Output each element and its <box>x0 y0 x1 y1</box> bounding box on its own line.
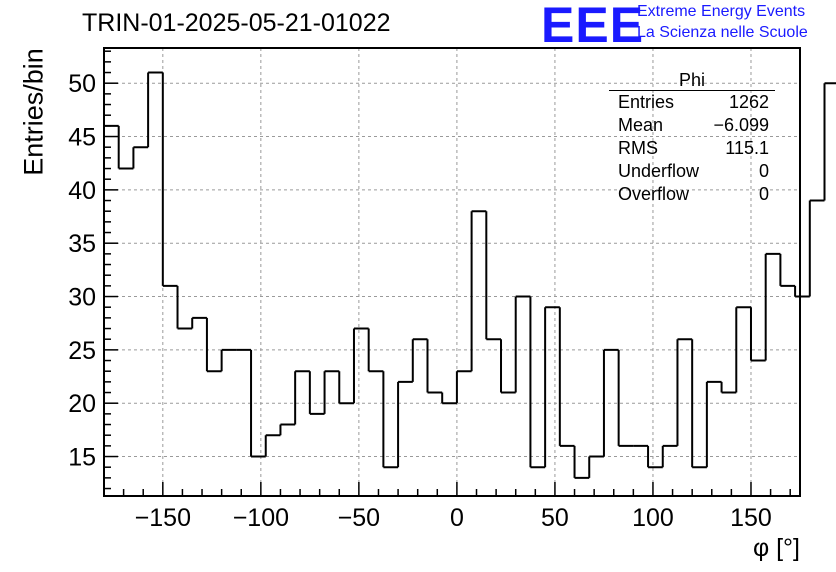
stats-value: 1262 <box>728 92 769 112</box>
y-tick-label: 40 <box>68 177 96 205</box>
plot-frame <box>103 47 801 497</box>
stats-value: 115.1 <box>725 138 769 158</box>
y-tick-label: 30 <box>68 284 96 312</box>
histogram-bin <box>411 338 428 382</box>
histogram-bin <box>441 392 457 405</box>
histogram-bin <box>352 327 369 404</box>
histogram-bin <box>500 339 516 394</box>
histogram-bin <box>588 455 604 478</box>
histogram-bin <box>794 285 810 298</box>
x-tick-label: 50 <box>541 504 569 532</box>
histogram-bin <box>808 199 825 297</box>
histogram-bin <box>514 295 531 393</box>
stats-row-overflow: Overflow 0 <box>609 183 775 206</box>
y-tick-label: 35 <box>68 230 96 258</box>
stats-value: 0 <box>758 161 769 181</box>
y-axis-label: Entries/bin <box>18 48 49 176</box>
histogram-bin <box>279 423 296 436</box>
histogram-bin <box>705 380 722 468</box>
histogram-bin <box>764 252 781 361</box>
histogram-bin <box>426 339 443 394</box>
histogram-bin <box>470 210 487 372</box>
y-tick-label: 15 <box>68 444 96 472</box>
histogram-bin <box>220 348 237 372</box>
histogram-bin <box>573 445 590 479</box>
stats-label: Entries <box>618 92 675 112</box>
stats-row-rms: RMS 115.1 <box>609 137 775 160</box>
stats-value: 0 <box>758 184 769 204</box>
histogram-bin <box>294 370 310 425</box>
histogram-bin <box>676 338 693 446</box>
y-tick-label: 25 <box>68 337 96 365</box>
y-tick-label: 50 <box>68 70 96 98</box>
histogram-bin <box>602 348 619 457</box>
histogram-bin <box>529 296 546 469</box>
histogram-bin <box>205 317 222 373</box>
histogram-bin <box>485 211 502 341</box>
histogram-bin <box>735 306 751 393</box>
histogram-bin <box>264 434 281 457</box>
x-tick-label: −50 <box>338 504 380 532</box>
histogram-bin <box>308 371 325 415</box>
stats-row-mean: Mean −6.099 <box>609 114 775 137</box>
stats-box: Phi Entries 1262 Mean −6.099 RMS 115.1 U… <box>609 70 775 206</box>
x-tick-label: 0 <box>450 504 464 532</box>
histogram-bin <box>661 444 678 468</box>
histogram-bin <box>617 349 634 447</box>
histogram-bin <box>544 306 560 468</box>
logo-subtitle-2: La Scienza nelle Scuole <box>637 24 808 41</box>
stats-label: RMS <box>618 138 658 158</box>
histogram-bin <box>132 146 149 169</box>
stats-value: −6.099 <box>713 115 769 135</box>
x-axis-label: φ [°] <box>752 534 800 562</box>
histogram-bin <box>455 370 472 404</box>
y-tick-label: 20 <box>68 390 96 418</box>
chart-title: TRIN-01-2025-05-21-01022 <box>82 9 391 37</box>
histogram-bin <box>367 328 384 373</box>
histogram-bin <box>647 445 663 469</box>
histogram-bin <box>117 125 134 170</box>
stats-label: Underflow <box>618 161 700 181</box>
x-tick-label: −150 <box>135 504 191 532</box>
histogram-bin <box>161 72 178 287</box>
histogram-bin <box>720 381 737 394</box>
histogram-bin <box>338 371 354 405</box>
stats-label: Mean <box>618 115 664 135</box>
histogram-bin <box>382 371 399 469</box>
stats-row-underflow: Underflow 0 <box>609 160 775 183</box>
stats-label: Overflow <box>618 184 690 204</box>
histogram-bin <box>147 71 163 148</box>
histogram-bin <box>749 307 766 362</box>
logo-subtitle-1: Extreme Energy Events <box>637 3 806 20</box>
x-tick-label: 100 <box>632 504 674 532</box>
histogram-bin <box>779 253 796 287</box>
eee-logo: EEE <box>541 0 645 53</box>
histogram-bin <box>691 339 707 469</box>
histogram-bin <box>397 380 413 468</box>
y-tick-label: 45 <box>68 124 96 152</box>
histogram-bin <box>323 370 340 414</box>
histogram-bin <box>823 82 836 201</box>
histogram-bin <box>250 349 266 458</box>
histogram-bin <box>191 316 207 329</box>
histogram-bin <box>558 307 575 447</box>
x-tick-label: −100 <box>233 504 289 532</box>
stats-title: Phi <box>609 70 775 91</box>
stats-row-entries: Entries 1262 <box>609 91 775 114</box>
x-tick-label: 150 <box>730 504 772 532</box>
histogram-bin <box>176 285 193 330</box>
